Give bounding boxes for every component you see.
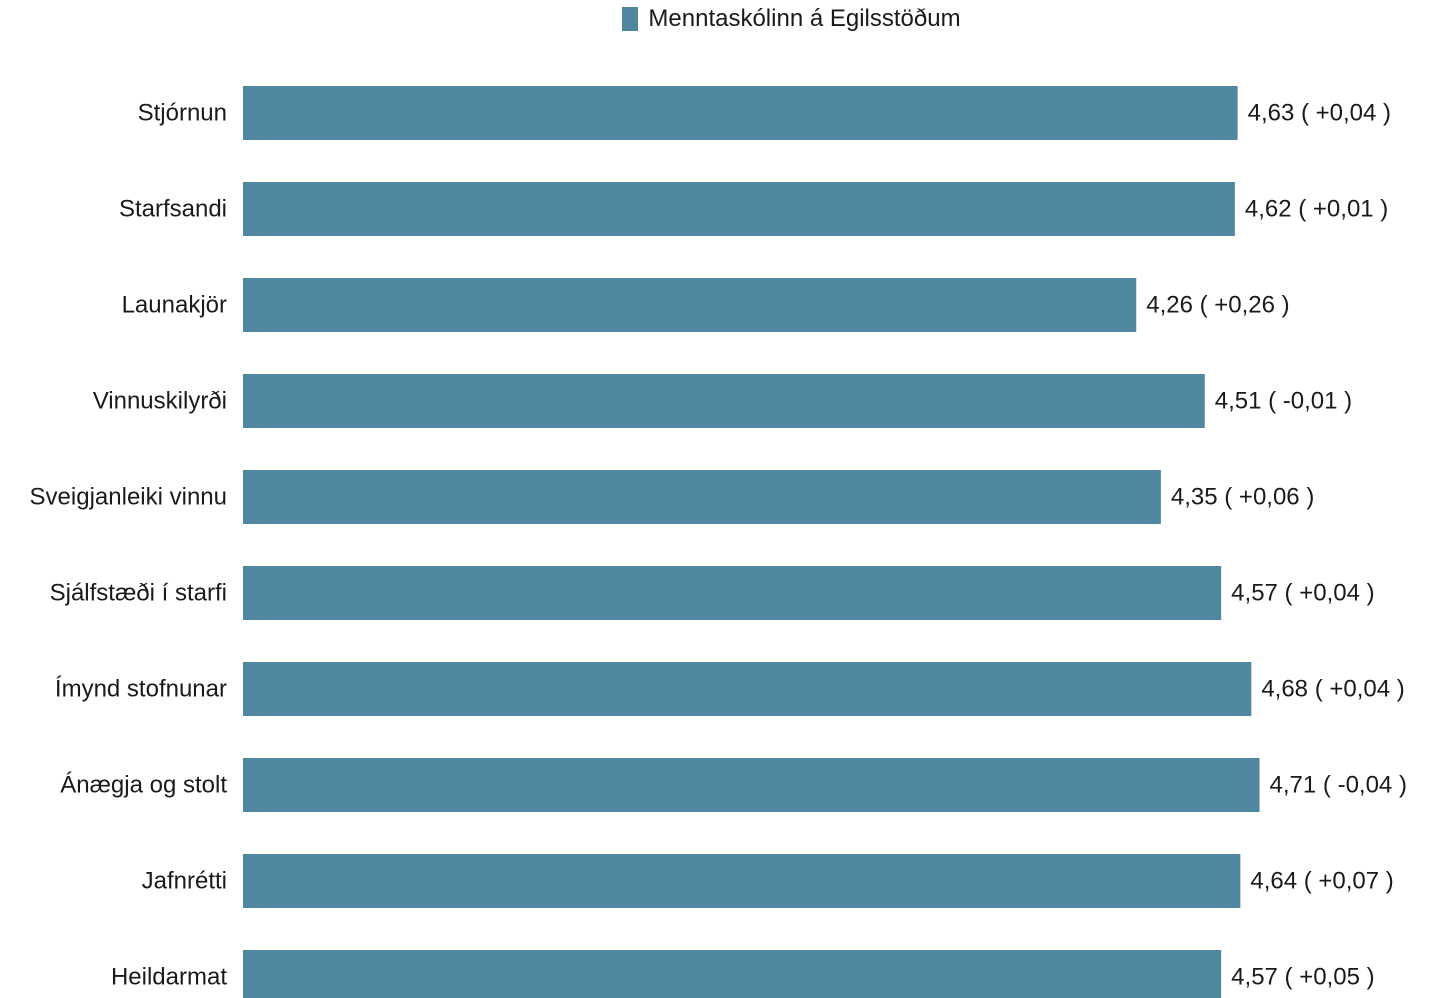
category-label-sveigjanleiki-vinnu: Sveigjanleiki vinnu bbox=[30, 484, 227, 511]
category-label-vinnuskilyr-i: Vinnuskilyrði bbox=[93, 388, 227, 415]
value-label-heildarmat: 4,57 ( +0,05 ) bbox=[1231, 964, 1374, 991]
category-label-launakjor: Launakjör bbox=[122, 292, 227, 319]
category-label-starfsandi: Starfsandi bbox=[119, 196, 227, 223]
value-label-stjornun: 4,63 ( +0,04 ) bbox=[1248, 100, 1391, 127]
category-label-jafnretti: Jafnrétti bbox=[142, 868, 227, 895]
value-label-jafnretti: 4,64 ( +0,07 ) bbox=[1250, 868, 1393, 895]
value-label-starfsandi: 4,62 ( +0,01 ) bbox=[1245, 196, 1388, 223]
value-label-launakjor: 4,26 ( +0,26 ) bbox=[1146, 292, 1289, 319]
category-label-heildarmat: Heildarmat bbox=[111, 964, 227, 991]
value-label-imynd-stofnunar: 4,68 ( +0,04 ) bbox=[1261, 676, 1404, 703]
bar-launakjor bbox=[243, 278, 1137, 332]
legend-entry: Menntaskólinn á Egilsstöðum bbox=[622, 5, 961, 33]
bar-stjornun bbox=[243, 86, 1238, 140]
category-label-sjalfst-i-i-starfi: Sjálfstæði í starfi bbox=[50, 580, 227, 607]
bar-imynd-stofnunar bbox=[243, 662, 1252, 716]
bar-group: Stjórnun 4,63 ( +0,04 ) Starfsandi 4,62 ( +… bbox=[30, 86, 1407, 998]
bar-sveigjanleiki-vinnu bbox=[243, 470, 1161, 524]
value-label-sveigjanleiki-vinnu: 4,35 ( +0,06 ) bbox=[1171, 484, 1314, 511]
value-label-vinnuskilyr-i: 4,51 ( -0,01 ) bbox=[1215, 388, 1352, 415]
value-label-an-gja-og-stolt: 4,71 ( -0,04 ) bbox=[1270, 772, 1407, 799]
value-label-sjalfst-i-i-starfi: 4,57 ( +0,04 ) bbox=[1231, 580, 1374, 607]
bar-vinnuskilyr-i bbox=[243, 374, 1205, 428]
category-label-stjornun: Stjórnun bbox=[138, 100, 227, 127]
category-label-imynd-stofnunar: Ímynd stofnunar bbox=[55, 676, 227, 703]
category-label-an-gja-og-stolt: Ánægja og stolt bbox=[60, 772, 227, 799]
bar-jafnretti bbox=[243, 854, 1241, 908]
bar-starfsandi bbox=[243, 182, 1235, 236]
bar-an-gja-og-stolt bbox=[243, 758, 1260, 812]
bar-heildarmat bbox=[243, 950, 1222, 998]
bar-sjalfst-i-i-starfi bbox=[243, 566, 1222, 620]
legend-label: Menntaskólinn á Egilsstöðum bbox=[648, 5, 961, 32]
legend-swatch bbox=[622, 7, 639, 31]
chart-legend: Menntaskólinn á Egilsstöðum bbox=[0, 4, 1447, 34]
